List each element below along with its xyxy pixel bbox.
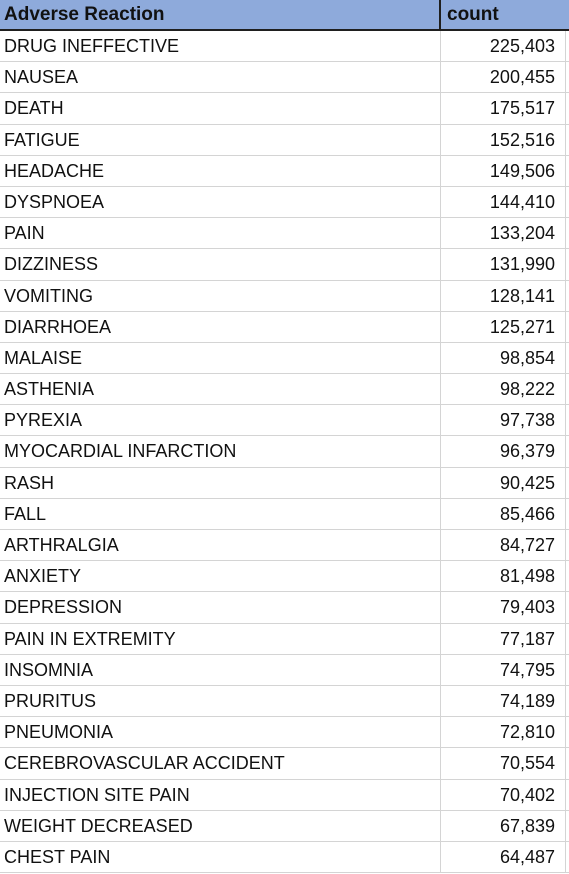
count-cell[interactable]: 128,141: [441, 280, 566, 311]
table-row: INJECTION SITE PAIN 70,402: [0, 779, 569, 811]
count-cell[interactable]: 85,466: [441, 498, 566, 529]
table-header: Adverse Reaction count: [0, 0, 569, 31]
count-cell[interactable]: 72,810: [441, 717, 566, 748]
reaction-cell[interactable]: DIZZINESS: [0, 249, 441, 280]
reaction-cell[interactable]: HEADACHE: [0, 155, 441, 186]
reaction-cell[interactable]: MYOCARDIAL INFARCTION: [0, 436, 441, 467]
table-row: MALAISE 98,854: [0, 342, 569, 375]
count-cell[interactable]: 133,204: [441, 218, 566, 249]
reaction-cell[interactable]: CEREBROVASCULAR ACCIDENT: [0, 748, 441, 779]
reaction-cell[interactable]: DEPRESSION: [0, 592, 441, 623]
reaction-cell[interactable]: DRUG INEFFECTIVE: [0, 31, 441, 62]
table-row: DRUG INEFFECTIVE 225,403: [0, 31, 569, 63]
count-cell[interactable]: 131,990: [441, 249, 566, 280]
reaction-cell[interactable]: PNEUMONIA: [0, 717, 441, 748]
count-cell[interactable]: 79,403: [441, 592, 566, 623]
table-row: NAUSEA 200,455: [0, 62, 569, 94]
table-row: PAIN 133,204: [0, 218, 569, 250]
count-cell[interactable]: 98,222: [441, 374, 566, 405]
table-row: VOMITING 128,141: [0, 280, 569, 312]
table-row: HEADACHE 149,506: [0, 155, 569, 187]
reaction-cell[interactable]: PAIN: [0, 218, 441, 249]
count-cell[interactable]: 225,403: [441, 31, 566, 62]
reaction-cell[interactable]: WEIGHT DECREASED: [0, 810, 441, 841]
count-cell[interactable]: 90,425: [441, 467, 566, 498]
reaction-cell[interactable]: NAUSEA: [0, 62, 441, 93]
count-cell[interactable]: 97,738: [441, 405, 566, 436]
table-row: CHEST PAIN 64,487: [0, 841, 569, 874]
reaction-cell[interactable]: ARTHRALGIA: [0, 530, 441, 561]
table-row: WEIGHT DECREASED 67,839: [0, 810, 569, 842]
table-row: CEREBROVASCULAR ACCIDENT 70,554: [0, 748, 569, 780]
table-body: DRUG INEFFECTIVE 225,403 NAUSEA 200,455 DEAT…: [0, 31, 569, 874]
reaction-cell[interactable]: INJECTION SITE PAIN: [0, 779, 441, 810]
reaction-cell[interactable]: CHEST PAIN: [0, 841, 441, 873]
reaction-cell[interactable]: FALL: [0, 498, 441, 529]
reaction-cell[interactable]: DIARRHOEA: [0, 311, 441, 342]
table-row: ASTHENIA 98,222: [0, 374, 569, 406]
reaction-cell[interactable]: DYSPNOEA: [0, 186, 441, 218]
count-cell[interactable]: 175,517: [441, 93, 566, 124]
table-row: DIZZINESS 131,990: [0, 249, 569, 281]
reaction-cell[interactable]: ANXIETY: [0, 561, 441, 592]
count-cell[interactable]: 125,271: [441, 311, 566, 342]
count-cell[interactable]: 67,839: [441, 810, 566, 841]
table-row: PAIN IN EXTREMITY 77,187: [0, 623, 569, 655]
count-cell[interactable]: 200,455: [441, 62, 566, 93]
table-row: ARTHRALGIA 84,727: [0, 530, 569, 562]
table-row: FALL 85,466: [0, 498, 569, 530]
reaction-cell[interactable]: INSOMNIA: [0, 654, 441, 685]
table-row: PRURITUS 74,189: [0, 685, 569, 718]
table-row: DEATH 175,517: [0, 93, 569, 125]
table-row: PNEUMONIA 72,810: [0, 717, 569, 749]
reaction-cell[interactable]: VOMITING: [0, 280, 441, 311]
reaction-cell[interactable]: DEATH: [0, 93, 441, 124]
count-cell[interactable]: 144,410: [441, 186, 566, 218]
count-cell[interactable]: 74,189: [441, 685, 566, 717]
header-count[interactable]: count: [447, 4, 499, 25]
reaction-cell[interactable]: RASH: [0, 467, 441, 498]
count-cell[interactable]: 74,795: [441, 654, 566, 685]
count-cell[interactable]: 70,402: [441, 779, 566, 810]
table-row: PYREXIA 97,738: [0, 405, 569, 437]
table-row: DIARRHOEA 125,271: [0, 311, 569, 343]
header-adverse-reaction[interactable]: Adverse Reaction: [0, 0, 441, 29]
reaction-cell[interactable]: ASTHENIA: [0, 374, 441, 405]
count-cell[interactable]: 149,506: [441, 155, 566, 186]
table-row: DYSPNOEA 144,410: [0, 186, 569, 219]
reaction-cell[interactable]: PAIN IN EXTREMITY: [0, 623, 441, 654]
table-row: ANXIETY 81,498: [0, 561, 569, 593]
count-cell[interactable]: 70,554: [441, 748, 566, 779]
reaction-cell[interactable]: MALAISE: [0, 342, 441, 374]
table-row: DEPRESSION 79,403: [0, 592, 569, 624]
count-cell[interactable]: 98,854: [441, 342, 566, 374]
count-cell[interactable]: 77,187: [441, 623, 566, 654]
table-row: INSOMNIA 74,795: [0, 654, 569, 686]
count-cell[interactable]: 96,379: [441, 436, 566, 467]
table-row: MYOCARDIAL INFARCTION 96,379: [0, 436, 569, 468]
reaction-cell[interactable]: FATIGUE: [0, 124, 441, 155]
count-cell[interactable]: 64,487: [441, 841, 566, 873]
table-row: FATIGUE 152,516: [0, 124, 569, 156]
reaction-cell[interactable]: PRURITUS: [0, 685, 441, 717]
count-cell[interactable]: 84,727: [441, 530, 566, 561]
count-cell[interactable]: 81,498: [441, 561, 566, 592]
reaction-cell[interactable]: PYREXIA: [0, 405, 441, 436]
count-cell[interactable]: 152,516: [441, 124, 566, 155]
table-row: RASH 90,425: [0, 467, 569, 499]
